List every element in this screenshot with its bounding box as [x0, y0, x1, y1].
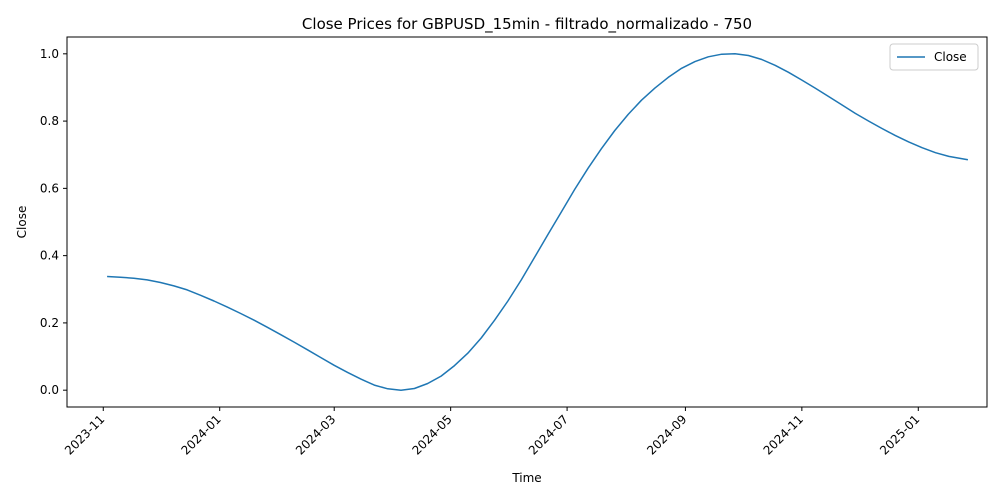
y-tick-label: 0.4: [40, 249, 59, 263]
legend-entry-close: Close: [934, 50, 967, 64]
y-tick-label: 0.2: [40, 316, 59, 330]
y-tick-label: 0.8: [40, 114, 59, 128]
legend: Close: [889, 43, 979, 71]
series-line-close: [107, 53, 969, 391]
y-axis: 0.0 0.2 0.4 0.6 0.8 1.0: [40, 47, 67, 397]
chart-title: Close Prices for GBPUSD_15min - filtrado…: [302, 15, 752, 34]
y-tick-label: 0.0: [40, 383, 59, 397]
y-tick-label: 1.0: [40, 47, 59, 61]
y-tick-label: 0.6: [40, 181, 59, 195]
y-axis-label: Close: [15, 206, 29, 239]
x-axis-label: Time: [511, 471, 541, 485]
plot-area: [107, 53, 969, 391]
legend-box: [889, 43, 979, 71]
plot-frame: [66, 36, 988, 408]
